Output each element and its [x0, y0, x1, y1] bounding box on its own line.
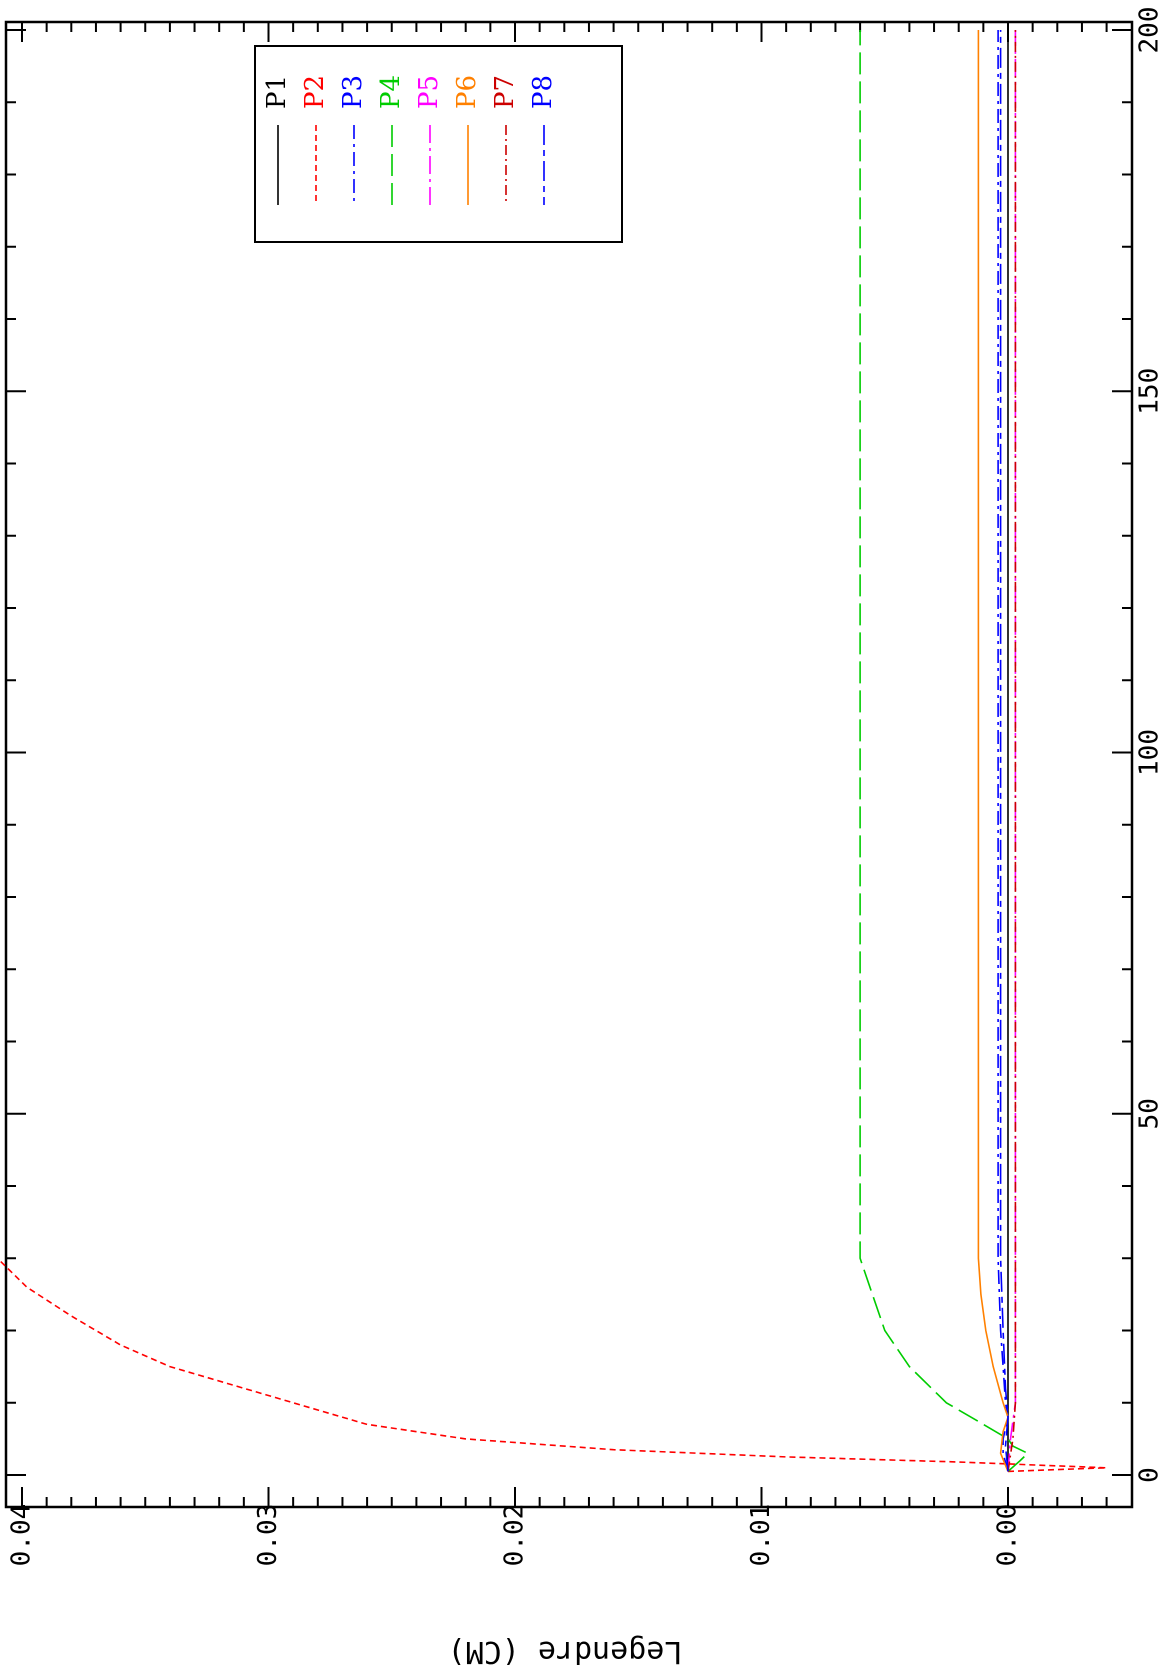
y-tick-label: 0.02	[500, 1504, 530, 1567]
x-tick-label: 200	[1135, 7, 1165, 54]
series-line-p8	[999, 30, 1009, 1472]
legend-label-p8: P8	[528, 75, 558, 109]
y-tick-label: 0.00	[993, 1504, 1023, 1567]
legend-label-p7: P7	[490, 75, 520, 109]
series-line-p4	[859, 30, 1030, 1472]
series-line-p7	[1007, 30, 1017, 1472]
series-layer	[0, 30, 1107, 1473]
y-tick-label: 0.04	[7, 1504, 37, 1567]
series-line-p6	[977, 30, 1009, 1472]
series-line-p3	[997, 30, 1009, 1472]
legend-label-p2: P2	[300, 75, 330, 109]
x-tick-label: 50	[1135, 1098, 1165, 1129]
legend-items: P1 P2 P3 P4 P5 P6 P7 P8	[262, 75, 558, 205]
legend-frame	[254, 45, 623, 243]
legend-label-p5: P5	[414, 75, 444, 109]
x-tick-label: 100	[1135, 729, 1165, 776]
legend-box: P1 P2 P3 P4 P5 P6 P7 P8	[254, 45, 623, 243]
legend-label-p6: P6	[452, 75, 482, 109]
plot-frame	[4, 20, 1134, 1509]
y-tick-label: 0.01	[746, 1504, 776, 1567]
tick-labels: 0 50 100 150 200 0.00 0.01 0.02 0.03 0.04	[7, 7, 1165, 1567]
axis-ticks	[6, 22, 1132, 1507]
series-line-p2	[0, 1259, 1107, 1473]
legend-label-p4: P4	[376, 75, 406, 109]
y-tick-label: 0.03	[253, 1504, 283, 1567]
legend-label-p3: P3	[338, 75, 368, 109]
x-tick-label: 0	[1135, 1467, 1165, 1483]
x-tick-label: 150	[1135, 368, 1165, 415]
legend-label-p1: P1	[262, 75, 292, 109]
series-line-p5	[1007, 30, 1017, 1472]
y-axis-title: Legendre (CM)	[448, 1634, 683, 1669]
